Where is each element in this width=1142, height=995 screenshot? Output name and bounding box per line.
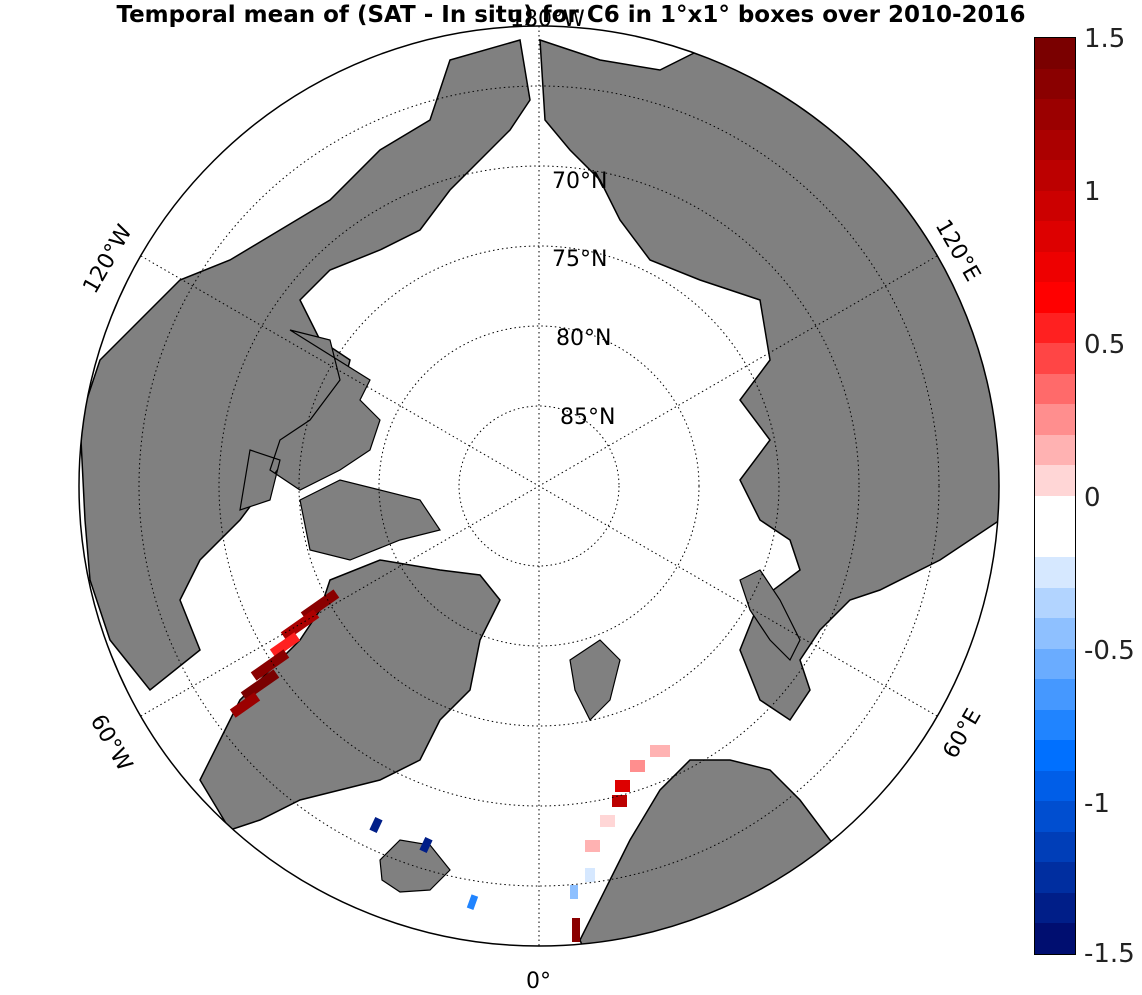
map-boundary — [78, 25, 1000, 947]
colorbar-segment — [1035, 495, 1075, 527]
colorbar-tick-0: 0 — [1084, 483, 1101, 513]
colorbar-tick-neg1: -1 — [1084, 789, 1110, 819]
colorbar-segment — [1035, 740, 1075, 771]
colorbar-segment — [1035, 221, 1075, 252]
colorbar-segment — [1035, 160, 1075, 191]
land-arctic-islands — [239, 329, 441, 561]
map-title: Temporal mean of (SAT - In situ) for C6 … — [116, 2, 1026, 28]
colorbar-segment — [1035, 709, 1075, 741]
land-novaya-zemlya — [739, 569, 801, 662]
colorbar-segment — [1035, 251, 1075, 283]
lon-label-60w: 60°W — [85, 711, 137, 776]
colorbar-tick-1.5: 1.5 — [1084, 24, 1126, 54]
colorbar-segment — [1035, 831, 1075, 863]
colorbar-segment — [1035, 892, 1075, 924]
colorbar-tick-0.5: 0.5 — [1084, 330, 1126, 360]
lon-label-top: 180°W — [510, 7, 585, 32]
colorbar-segment — [1035, 801, 1075, 832]
colorbar-tick-neg0.5: -0.5 — [1084, 636, 1135, 666]
colorbar-segment — [1035, 557, 1075, 588]
colorbar-segment — [1035, 648, 1075, 680]
colorbar-segment — [1035, 679, 1075, 710]
colorbar-segment — [1035, 282, 1075, 313]
colorbar-segment — [1035, 68, 1075, 100]
colorbar-segment — [1035, 618, 1075, 649]
data-boxes — [229, 589, 670, 942]
land-north-america — [79, 39, 531, 692]
colorbar-segment — [1035, 99, 1075, 130]
colorbar-segment — [1035, 862, 1075, 893]
polar-map: 70°N 75°N 80°N 85°N 180°W 0° 120°W 120°E… — [78, 7, 1000, 994]
colorbar-segment — [1035, 404, 1075, 435]
colorbar — [1034, 37, 1076, 955]
lat-label-80: 80°N — [556, 326, 611, 351]
lat-label-75: 75°N — [552, 247, 607, 272]
colorbar-segment — [1035, 526, 1075, 558]
colorbar-segment — [1035, 923, 1075, 954]
colorbar-segment — [1035, 587, 1075, 619]
colorbar-tick-1: 1 — [1084, 177, 1101, 207]
colorbar-segment — [1035, 434, 1075, 466]
colorbar-segment — [1035, 312, 1075, 344]
colorbar-segment — [1035, 190, 1075, 222]
colorbar-segment — [1035, 465, 1075, 496]
colorbar-segment — [1035, 343, 1075, 374]
colorbar-tick-neg1.5: -1.5 — [1084, 939, 1135, 969]
lon-label-60e: 60°E — [939, 705, 987, 763]
map-content — [79, 26, 999, 946]
lon-label-bottom: 0° — [526, 969, 551, 994]
colorbar-segment — [1035, 129, 1075, 161]
graticule — [138, 26, 940, 946]
lat-label-85: 85°N — [560, 405, 615, 430]
land-svalbard — [569, 639, 621, 722]
colorbar-segment — [1035, 373, 1075, 405]
land-iceland — [379, 839, 451, 893]
lat-label-70: 70°N — [552, 169, 607, 194]
colorbar-segment — [1035, 770, 1075, 802]
colorbar-segment — [1035, 38, 1075, 69]
